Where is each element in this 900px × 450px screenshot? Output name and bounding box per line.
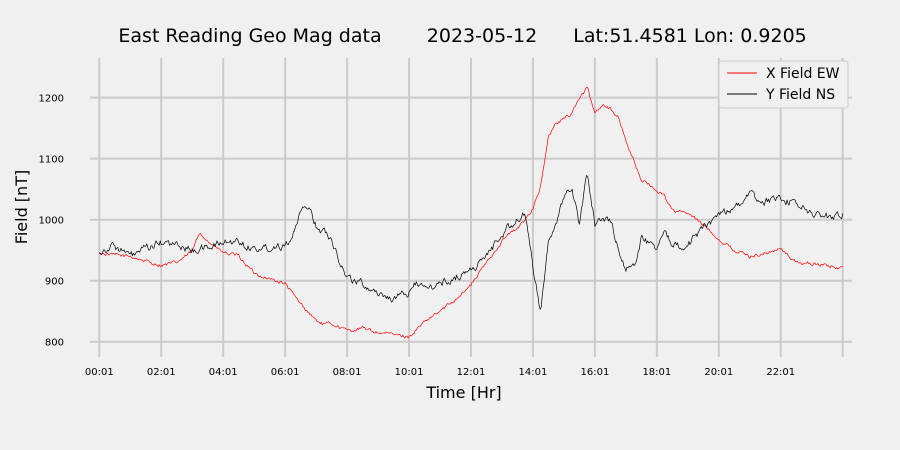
chart-title-main: East Reading Geo Mag data (118, 25, 381, 47)
x-axis-label: Time [Hr] (425, 383, 501, 402)
x-tick-label: 18:01 (642, 367, 671, 378)
x-tick-label: 06:01 (271, 367, 300, 378)
x-tick-label: 02:01 (147, 367, 176, 378)
x-tick-label: 12:01 (457, 367, 486, 378)
y-tick-label: 900 (45, 277, 64, 288)
legend: X Field EW Y Field NS (718, 60, 849, 109)
y-tick-label: 1200 (39, 94, 64, 105)
x-tick-label: 22:01 (766, 367, 795, 378)
chart-title-location: Lat:51.4581 Lon: 0.9205 (573, 25, 807, 47)
legend-label-y-field: Y Field NS (765, 87, 835, 103)
chart-title-date: 2023-05-12 (427, 25, 537, 47)
series-line-x-field-ew (98, 86, 843, 339)
x-tick-label: 16:01 (580, 367, 609, 378)
x-tick-label: 04:01 (209, 367, 238, 378)
tick-labels: 800 900 1000 1100 1200 00:01 02:01 04:01 06:01 08… (39, 94, 796, 378)
x-tick-label: 08:01 (333, 367, 362, 378)
series-layer (98, 86, 844, 339)
x-tick-label: 14:01 (519, 367, 548, 378)
series-line-y-field-ns (99, 175, 844, 310)
x-tick-label: 10:01 (395, 367, 424, 378)
x-tick-label: 20:01 (704, 367, 733, 378)
grid (90, 58, 852, 357)
x-tick-label: 00:01 (85, 367, 114, 378)
y-tick-label: 800 (45, 338, 64, 349)
y-tick-label: 1100 (39, 155, 64, 166)
y-axis-label: Field [nT] (12, 170, 31, 244)
legend-label-x-field: X Field EW (766, 66, 840, 82)
y-tick-label: 1000 (39, 216, 64, 227)
